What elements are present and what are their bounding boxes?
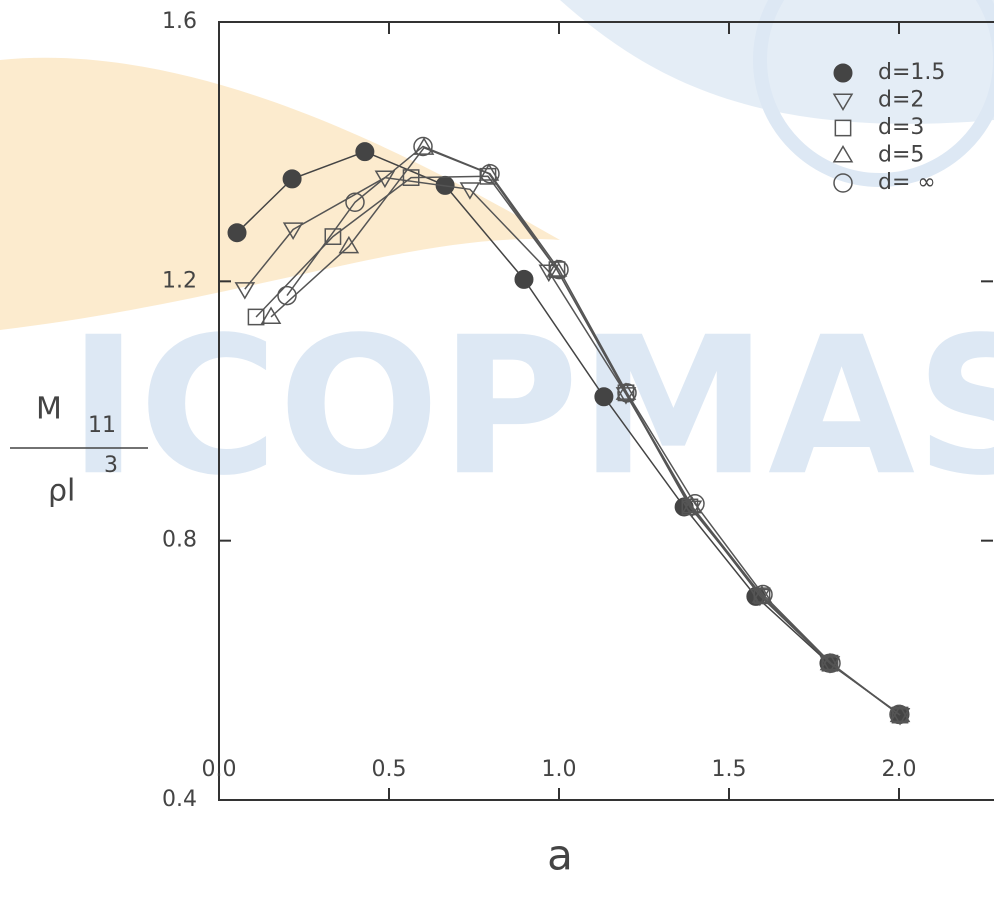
point (283, 170, 301, 188)
legend-marker (834, 64, 852, 82)
point (356, 143, 374, 161)
legend-label: d=1.5 (878, 60, 945, 85)
y-label-bottom: ρl (48, 474, 75, 509)
x-axis-label: a (547, 831, 573, 880)
legend-marker (834, 147, 852, 162)
x-tick-label: 2.0 (882, 757, 917, 782)
y-tick-label: 1.6 (162, 9, 197, 34)
x-tick-label: 1.0 (542, 757, 577, 782)
x-tick-label: 1.5 (712, 757, 747, 782)
y-label-top-sub: 11 (88, 413, 116, 438)
chart: ICOPMAS a M 11 ρl 3 0.0 0.5 1.0 1.5 2.0 0.4 0.… (0, 0, 994, 907)
y-tick-label: 0.4 (162, 787, 197, 812)
page: ICOPMAS a M 11 ρl 3 0.0 0.5 1.0 1.5 2.0 0.4 0.… (0, 0, 994, 907)
watermark: ICOPMAS (68, 296, 994, 517)
y-label-bottom-sup: 3 (104, 453, 118, 478)
point (595, 388, 613, 406)
y-tick-label: 1.2 (162, 268, 197, 293)
x-tick-label: 0.5 (372, 757, 407, 782)
legend-label: d=5 (878, 143, 924, 168)
y-tick-label: 0.8 (162, 528, 197, 553)
background-decoration (0, 0, 994, 330)
x-tick-label: 0.0 (202, 757, 237, 782)
legend-marker (835, 120, 850, 135)
legend-label: d= ∞ (878, 170, 936, 195)
y-label-top: M (36, 392, 62, 427)
point (515, 270, 533, 288)
point (228, 224, 246, 242)
legend-label: d=2 (878, 88, 924, 113)
legend-label: d=3 (878, 115, 924, 140)
